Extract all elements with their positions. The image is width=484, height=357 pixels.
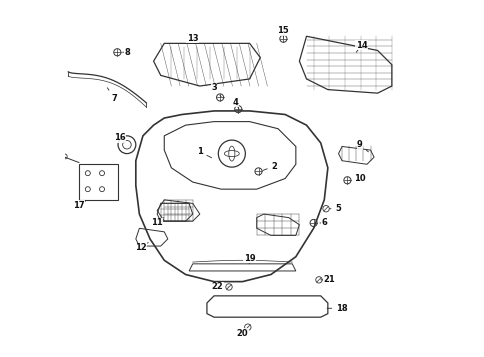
Text: 20: 20: [236, 328, 248, 338]
Text: 16: 16: [114, 133, 125, 143]
Text: 9: 9: [356, 140, 368, 152]
Text: 2: 2: [262, 162, 277, 171]
Text: 8: 8: [122, 48, 130, 57]
Text: 11: 11: [151, 217, 164, 227]
Text: 3: 3: [211, 83, 221, 97]
Text: 10: 10: [348, 174, 365, 183]
Text: 21: 21: [320, 275, 335, 284]
Text: 17: 17: [73, 201, 85, 210]
Text: 4: 4: [232, 97, 239, 109]
Text: 7: 7: [107, 88, 117, 103]
Text: 13: 13: [186, 34, 198, 43]
Text: 12: 12: [135, 242, 148, 252]
Text: 14: 14: [355, 41, 367, 52]
Text: 22: 22: [212, 282, 228, 291]
Text: 15: 15: [277, 26, 288, 38]
Text: 18: 18: [326, 304, 347, 313]
Text: 19: 19: [243, 254, 255, 264]
Text: 6: 6: [319, 218, 327, 227]
Text: 1: 1: [197, 147, 211, 158]
Text: 5: 5: [329, 204, 341, 213]
